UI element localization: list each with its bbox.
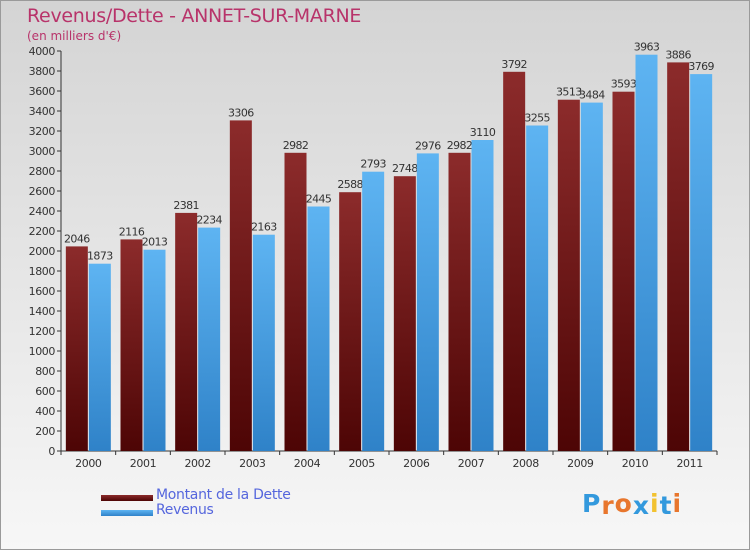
- y-tick-label: 2400: [29, 205, 56, 218]
- y-tick-label: 2800: [29, 165, 56, 178]
- data-label-revenus: 3110: [470, 126, 496, 139]
- bar-dette: [667, 62, 690, 452]
- data-label-dette: 2046: [64, 232, 90, 245]
- y-tick-label: 200: [35, 425, 55, 438]
- data-label-revenus: 2793: [360, 158, 386, 171]
- bar-dette: [175, 212, 198, 451]
- y-tick-label: 3400: [29, 105, 56, 118]
- logo-letter: o: [614, 489, 633, 518]
- y-tick-label: 3800: [29, 65, 56, 78]
- logo-letter: x: [632, 491, 650, 520]
- proxiti-logo: Proxiti: [582, 489, 683, 520]
- data-label-dette: 2381: [173, 199, 199, 212]
- data-label-dette: 2116: [119, 225, 145, 238]
- data-label-dette: 3306: [228, 106, 254, 119]
- data-label-revenus: 2163: [251, 221, 277, 234]
- x-tick-label: 2011: [676, 457, 702, 470]
- data-label-dette: 2748: [392, 162, 418, 175]
- legend-label-dette: Montant de la Dette: [156, 487, 291, 503]
- y-tick-label: 1800: [29, 265, 56, 278]
- x-tick-label: 2007: [458, 457, 485, 470]
- data-label-dette: 3886: [665, 48, 691, 61]
- logo-letter: t: [659, 491, 673, 520]
- data-label-revenus: 3484: [579, 89, 605, 102]
- y-tick-label: 400: [35, 405, 55, 418]
- y-tick-label: 0: [48, 445, 55, 458]
- data-label-revenus: 3963: [634, 41, 660, 54]
- legend-label-revenus: Revenus: [156, 502, 214, 518]
- legend-swatch-dette: [101, 495, 153, 501]
- x-tick-label: 2008: [512, 457, 539, 470]
- x-tick-label: 2004: [294, 457, 321, 470]
- x-tick-label: 2001: [130, 457, 156, 470]
- data-label-dette: 2982: [283, 139, 309, 152]
- x-tick-label: 2000: [75, 457, 102, 470]
- y-tick-label: 1200: [29, 325, 56, 338]
- x-tick-label: 2009: [567, 457, 594, 470]
- x-tick-label: 2005: [348, 457, 375, 470]
- chart-title: Revenus/Dette - ANNET-SUR-MARNE: [27, 5, 362, 27]
- data-label-dette: 2588: [337, 178, 363, 191]
- bar-dette: [120, 239, 143, 451]
- bar-revenus: [362, 171, 385, 451]
- legend-swatch-revenus: [101, 510, 153, 516]
- bar-revenus: [416, 153, 439, 451]
- x-tick-label: 2010: [622, 457, 649, 470]
- logo-letter: P: [582, 489, 602, 518]
- bar-dette: [229, 120, 252, 452]
- bar-dette: [557, 99, 580, 451]
- bar-revenus: [471, 140, 494, 451]
- bar-dette: [503, 71, 526, 452]
- bar-revenus: [252, 234, 275, 451]
- data-label-dette: 3792: [501, 58, 527, 71]
- bar-revenus: [635, 54, 658, 451]
- y-tick-label: 800: [35, 365, 55, 378]
- y-tick-label: 1600: [29, 285, 56, 298]
- x-tick-label: 2002: [184, 457, 210, 470]
- data-label-revenus: 2445: [306, 193, 332, 206]
- bar-dette: [393, 176, 416, 451]
- y-tick-label: 3000: [29, 145, 56, 158]
- x-tick-label: 2003: [239, 457, 266, 470]
- data-label-dette: 3593: [611, 78, 637, 91]
- y-tick-label: 600: [35, 385, 55, 398]
- y-tick-label: 1400: [29, 305, 56, 318]
- data-label-dette: 2982: [447, 139, 473, 152]
- data-label-dette: 3513: [556, 86, 582, 99]
- bar-revenus: [526, 125, 549, 451]
- y-tick-label: 2200: [29, 225, 56, 238]
- y-tick-label: 3600: [29, 85, 56, 98]
- bar-dette: [448, 152, 471, 452]
- bar-dette: [65, 246, 88, 451]
- data-label-revenus: 2976: [415, 139, 441, 152]
- y-tick-label: 2600: [29, 185, 56, 198]
- logo-letter: i: [650, 489, 660, 518]
- data-label-revenus: 3255: [524, 112, 550, 125]
- bar-revenus: [580, 102, 603, 451]
- bar-revenus: [690, 74, 713, 451]
- logo-letter: i: [672, 489, 683, 518]
- bar-revenus: [88, 263, 111, 451]
- y-tick-label: 4000: [29, 45, 56, 58]
- data-label-revenus: 2234: [196, 214, 222, 227]
- bar-dette: [284, 152, 307, 452]
- x-tick-label: 2006: [403, 457, 430, 470]
- data-label-revenus: 3769: [688, 60, 714, 73]
- chart-subtitle: (en milliers d'€): [27, 29, 122, 43]
- bar-dette: [339, 192, 362, 451]
- bar-revenus: [198, 227, 221, 451]
- logo-letter: r: [601, 491, 615, 520]
- data-label-revenus: 2013: [142, 236, 168, 249]
- y-tick-label: 1000: [29, 345, 56, 358]
- data-label-revenus: 1873: [87, 250, 113, 263]
- y-tick-label: 2000: [29, 245, 56, 258]
- bar-revenus: [143, 249, 166, 451]
- bar-revenus: [307, 206, 330, 451]
- bar-dette: [612, 91, 635, 451]
- y-tick-label: 3200: [29, 125, 56, 138]
